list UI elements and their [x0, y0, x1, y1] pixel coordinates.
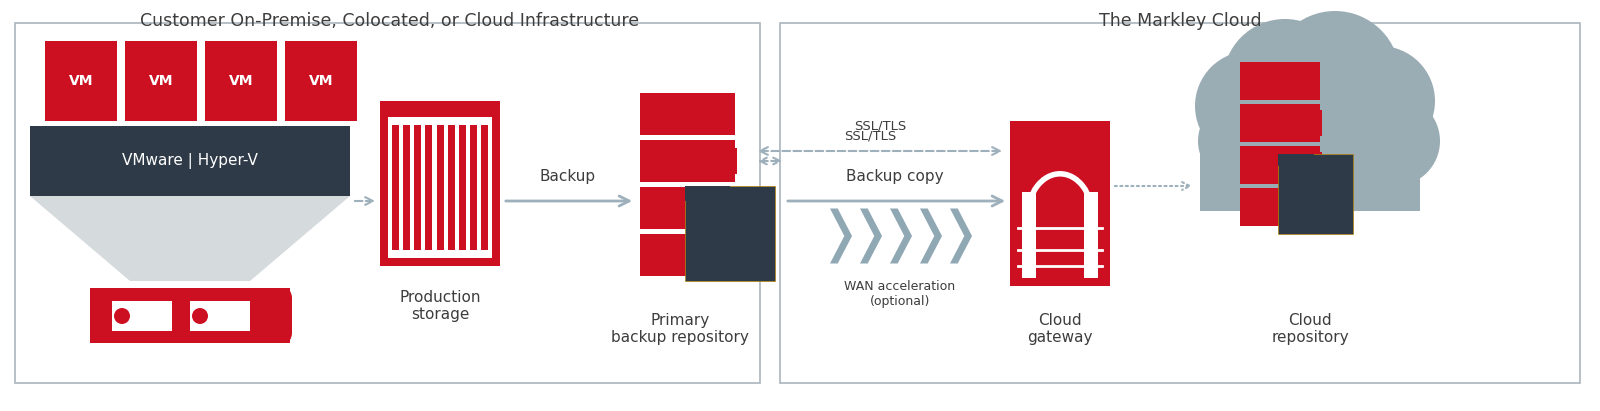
Polygon shape	[920, 208, 942, 263]
Bar	[781, 23, 1581, 383]
Circle shape	[192, 308, 208, 324]
Text: SSL/TLS: SSL/TLS	[854, 120, 906, 132]
Bar	[482, 125, 488, 250]
Bar	[403, 125, 410, 250]
Bar	[470, 125, 477, 250]
Bar	[640, 93, 734, 135]
Bar	[1312, 152, 1322, 178]
Bar	[685, 186, 730, 201]
Text: Cloud
repository: Cloud repository	[1270, 313, 1349, 345]
Text: Backup copy: Backup copy	[846, 169, 944, 183]
Bar	[1085, 192, 1098, 278]
Bar	[640, 187, 734, 229]
Circle shape	[1222, 19, 1347, 143]
Text: VM: VM	[69, 74, 93, 88]
Bar	[205, 41, 277, 121]
Text: Backup: Backup	[539, 169, 597, 183]
Polygon shape	[950, 208, 973, 263]
Text: VM: VM	[229, 74, 253, 88]
Text: Cloud
gateway: Cloud gateway	[1027, 313, 1093, 345]
Text: WAN acceleration
(optional): WAN acceleration (optional)	[845, 279, 955, 307]
Bar	[1278, 154, 1314, 166]
Bar	[1312, 110, 1322, 136]
Text: VMware | Hyper-V: VMware | Hyper-V	[122, 153, 258, 169]
Bar	[381, 101, 499, 266]
Bar	[1312, 194, 1322, 220]
Bar	[1240, 188, 1320, 226]
Bar	[1022, 192, 1037, 278]
Polygon shape	[861, 208, 882, 263]
Text: Primary
backup repository: Primary backup repository	[611, 313, 749, 345]
Bar	[1278, 154, 1354, 234]
Bar	[1240, 62, 1320, 100]
Text: Customer On-Premise, Colocated, or Cloud Infrastructure: Customer On-Premise, Colocated, or Cloud…	[141, 12, 640, 30]
Bar	[685, 186, 774, 281]
Polygon shape	[30, 196, 350, 281]
Bar	[30, 126, 350, 196]
Bar	[725, 195, 738, 221]
Polygon shape	[830, 208, 851, 263]
Bar	[45, 41, 117, 121]
Circle shape	[1270, 11, 1400, 141]
Text: Production
storage: Production storage	[400, 290, 480, 322]
Bar	[725, 148, 738, 174]
Bar	[392, 125, 398, 250]
Bar	[14, 23, 760, 383]
Bar	[285, 41, 357, 121]
Circle shape	[1325, 46, 1435, 156]
Text: VM: VM	[149, 74, 173, 88]
Bar	[112, 301, 173, 331]
Polygon shape	[890, 208, 912, 263]
Text: VM: VM	[309, 74, 333, 88]
Bar	[640, 140, 734, 182]
Bar	[640, 234, 734, 276]
Bar	[190, 301, 250, 331]
Bar	[725, 242, 738, 268]
Circle shape	[1195, 51, 1306, 161]
Bar	[448, 125, 454, 250]
Bar	[387, 117, 493, 258]
Bar	[1240, 104, 1320, 142]
Circle shape	[1198, 99, 1282, 183]
Circle shape	[114, 308, 130, 324]
Bar	[1010, 121, 1110, 286]
Bar	[459, 125, 466, 250]
Bar	[125, 41, 197, 121]
Text: The Markley Cloud: The Markley Cloud	[1099, 12, 1261, 30]
Circle shape	[1350, 96, 1440, 186]
Bar	[426, 125, 432, 250]
Bar	[1240, 146, 1320, 184]
Bar	[1200, 86, 1421, 211]
Bar	[437, 125, 443, 250]
Bar	[381, 101, 405, 113]
Bar	[259, 303, 278, 329]
Bar	[90, 288, 290, 343]
FancyBboxPatch shape	[272, 288, 291, 343]
Text: SSL/TLS: SSL/TLS	[843, 129, 896, 143]
Bar	[414, 125, 421, 250]
